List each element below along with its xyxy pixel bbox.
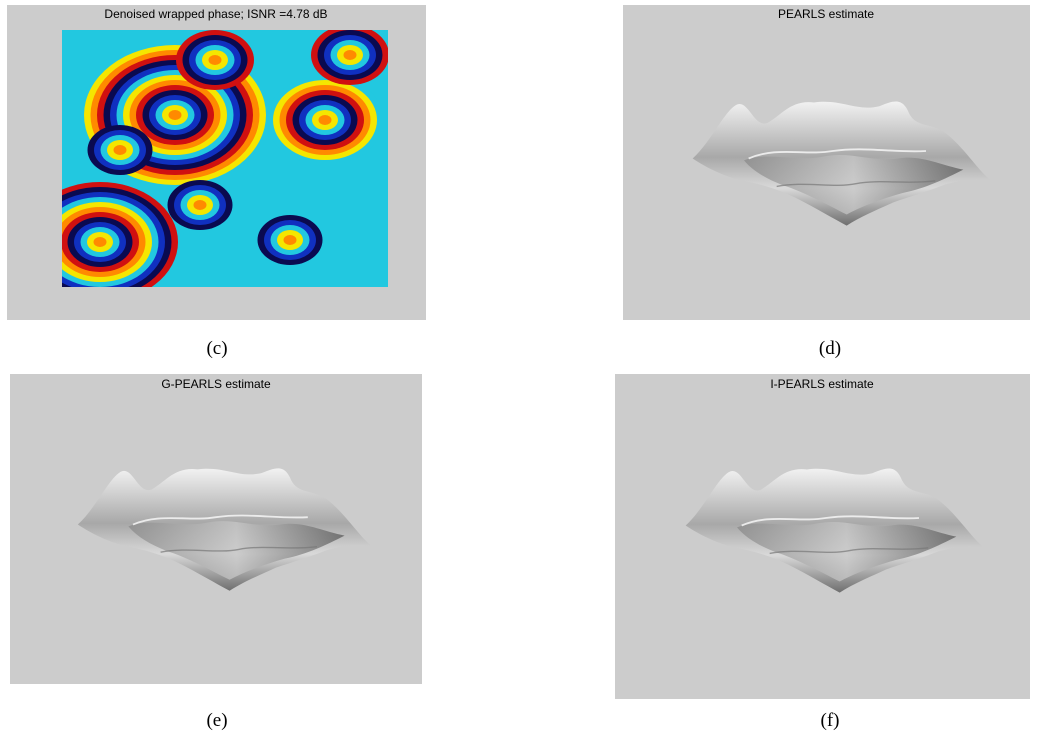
fringe xyxy=(319,115,332,125)
fringe xyxy=(114,145,127,155)
panel-title: I-PEARLS estimate xyxy=(770,377,874,391)
panel-caption: (c) xyxy=(206,338,227,359)
fringe xyxy=(169,110,182,120)
panel-caption: (f) xyxy=(821,710,840,731)
panel-title: Denoised wrapped phase; ISNR =4.78 dB xyxy=(104,7,327,21)
fringe xyxy=(284,235,297,245)
panel-title: G-PEARLS estimate xyxy=(161,377,271,391)
fringe xyxy=(344,50,357,60)
fringe xyxy=(94,237,107,247)
fringe xyxy=(209,55,222,65)
fringe xyxy=(194,200,207,210)
panel-title: PEARLS estimate xyxy=(778,7,874,21)
panel-caption: (d) xyxy=(819,338,841,359)
figure: Denoised wrapped phase; ISNR =4.78 dB (c… xyxy=(0,0,1038,738)
page: Denoised wrapped phase; ISNR =4.78 dB (c… xyxy=(0,0,1038,738)
phase-image xyxy=(22,25,389,302)
panel-caption: (e) xyxy=(206,710,227,731)
